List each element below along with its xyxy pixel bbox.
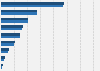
Bar (0, 59, 4, 61)
Bar (0, 2, 64, 5)
Bar (0, 36, 20, 38)
Bar (0, 20, 28, 23)
Bar (0, 66, 2, 69)
Bar (0, 25, 23, 28)
Bar (0, 48, 9, 51)
Bar (0, 10, 38, 12)
Bar (0, 5, 62, 7)
Bar (0, 64, 3, 66)
Bar (0, 12, 37, 15)
Bar (0, 51, 8, 53)
Bar (0, 28, 22, 30)
Bar (0, 43, 14, 46)
Bar (0, 56, 5, 59)
Bar (0, 33, 20, 36)
Bar (0, 41, 15, 43)
Bar (0, 18, 28, 20)
